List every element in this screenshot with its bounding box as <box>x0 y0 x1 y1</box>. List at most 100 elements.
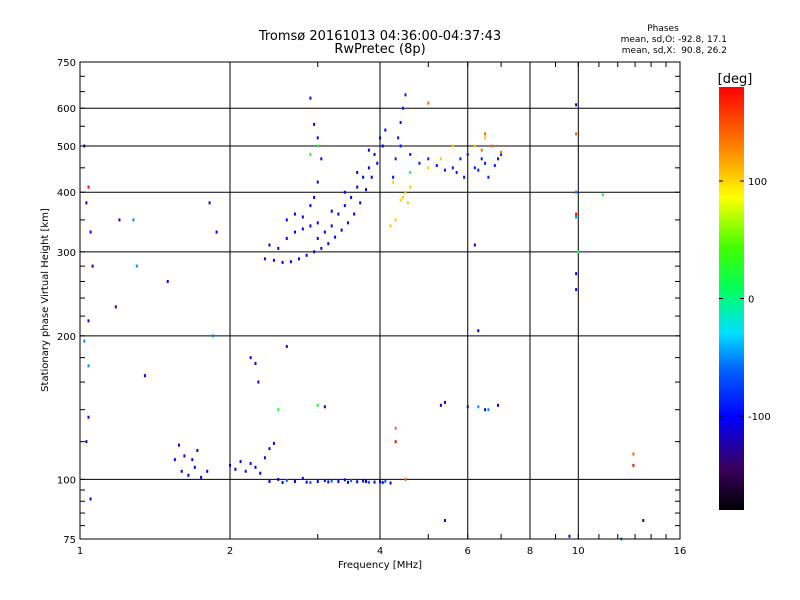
data-point <box>323 478 326 482</box>
data-point <box>575 190 578 194</box>
x-axis-label: Frequency [MHz] <box>338 560 422 571</box>
data-point <box>392 175 395 179</box>
data-point <box>394 440 397 444</box>
data-point <box>381 481 384 485</box>
data-point <box>114 305 117 309</box>
data-point <box>259 471 262 475</box>
data-point <box>399 144 402 148</box>
data-point <box>365 479 368 483</box>
data-point <box>466 405 469 409</box>
data-point <box>409 170 412 174</box>
y-tick-label: 400 <box>57 188 76 199</box>
data-point <box>496 157 499 161</box>
data-point <box>263 257 266 261</box>
data-point <box>316 479 319 483</box>
data-point <box>356 170 359 174</box>
data-point <box>132 218 135 222</box>
data-point <box>389 481 392 485</box>
x-tick-label: 2 <box>227 546 233 557</box>
data-point <box>244 469 247 473</box>
data-point <box>367 148 370 152</box>
y-tick-label: 750 <box>57 58 76 69</box>
data-point <box>337 212 340 216</box>
data-point <box>435 164 438 168</box>
data-point <box>484 136 487 140</box>
data-point <box>254 465 257 469</box>
data-point <box>301 227 304 231</box>
data-point <box>316 221 319 225</box>
data-point <box>356 480 359 484</box>
data-point <box>439 157 442 161</box>
data-point <box>229 463 231 467</box>
data-point <box>394 426 397 430</box>
data-point <box>316 180 319 184</box>
data-point <box>389 224 392 228</box>
data-point <box>323 230 326 234</box>
data-point <box>309 224 312 228</box>
data-point <box>418 161 421 165</box>
data-point <box>285 218 288 222</box>
data-point <box>309 204 312 208</box>
data-point <box>268 243 271 247</box>
data-point <box>473 144 476 148</box>
data-point <box>379 480 381 484</box>
data-point <box>632 452 635 456</box>
data-point <box>316 136 319 140</box>
data-point <box>208 201 211 205</box>
y-tick-label: 600 <box>57 104 76 115</box>
data-point <box>272 441 275 445</box>
data-point <box>601 193 604 197</box>
data-point <box>477 329 480 333</box>
colorbar-tick-label: -100 <box>748 412 771 423</box>
data-point <box>313 122 316 126</box>
data-point <box>277 477 280 481</box>
data-point <box>575 132 578 136</box>
chart-title: Tromsø 20161013 04:36:00-04:37:43 <box>258 29 501 44</box>
x-tick-label: 4 <box>377 546 383 557</box>
data-point <box>443 168 446 172</box>
data-point <box>135 264 138 268</box>
data-point <box>293 230 296 234</box>
data-point <box>263 456 266 460</box>
data-point <box>268 479 271 483</box>
data-point <box>496 403 499 407</box>
data-points <box>83 93 645 541</box>
data-point <box>480 148 483 152</box>
data-point <box>293 212 296 216</box>
data-point <box>277 246 280 250</box>
data-point <box>373 152 376 156</box>
data-point <box>330 209 333 213</box>
data-point <box>89 230 92 234</box>
data-point <box>173 458 176 462</box>
data-point <box>477 168 480 172</box>
data-point <box>234 467 237 471</box>
data-point <box>118 218 121 222</box>
data-point <box>313 195 316 199</box>
x-tick-label: 6 <box>465 546 471 557</box>
data-point <box>180 469 183 473</box>
data-point <box>323 405 326 409</box>
data-point <box>367 480 370 484</box>
data-point <box>575 288 578 292</box>
data-point <box>316 236 319 240</box>
data-point <box>439 403 442 407</box>
data-point <box>309 96 312 100</box>
data-point <box>356 185 359 189</box>
data-point <box>406 201 409 205</box>
data-point <box>402 195 405 199</box>
data-point <box>272 258 275 262</box>
data-point <box>177 443 180 447</box>
data-point <box>281 260 284 264</box>
data-point <box>373 480 376 484</box>
chart-subtitle: RwPretec (8p) <box>334 42 425 57</box>
data-point <box>484 408 487 412</box>
data-point <box>409 185 412 189</box>
data-point <box>316 144 319 148</box>
data-point <box>381 144 384 148</box>
data-point <box>85 440 88 444</box>
data-point <box>443 519 446 523</box>
data-point <box>350 195 353 199</box>
data-point <box>455 170 458 174</box>
data-point <box>384 128 387 132</box>
